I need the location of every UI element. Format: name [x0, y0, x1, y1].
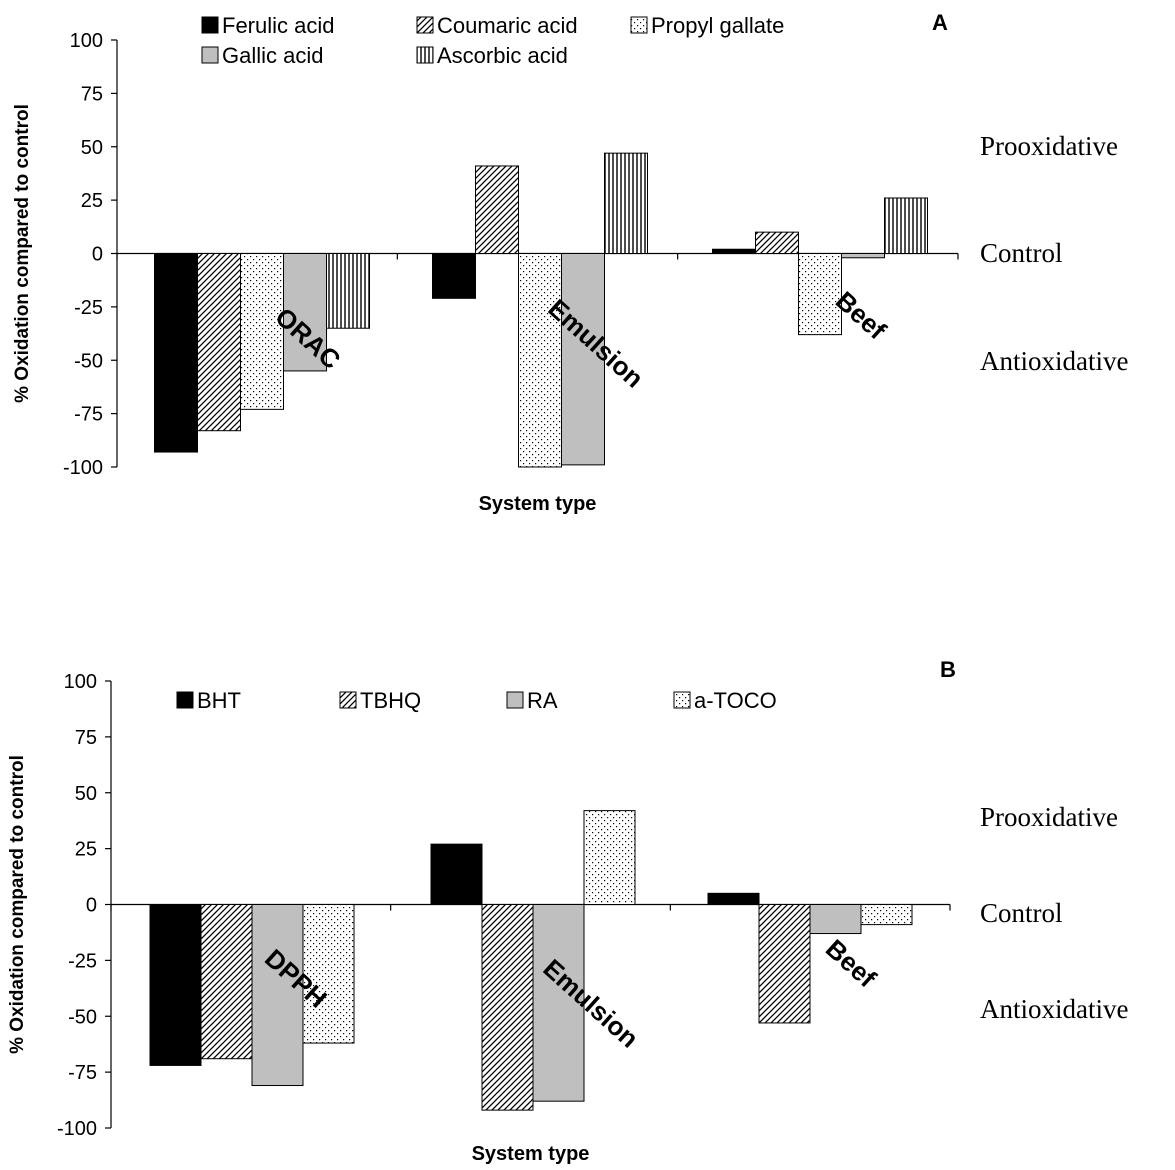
- panel-label: B: [940, 657, 956, 682]
- bar-coumaric-acid-orac: [197, 253, 241, 432]
- y-tick-label: -75: [74, 404, 103, 426]
- bar-gallic-acid-emulsion: [561, 253, 605, 466]
- bar-coumaric-acid-emulsion: [475, 165, 519, 254]
- legend-label: BHT: [197, 688, 241, 713]
- y-tick-label: 75: [75, 727, 97, 749]
- bar-tbhq-emulsion: [481, 904, 534, 1111]
- bar-ferulic-acid-orac: [154, 253, 198, 453]
- y-tick-label: 100: [70, 30, 103, 52]
- bar-a-toco-beef: [860, 904, 913, 926]
- annotation-antioxidative: Antioxidative: [980, 994, 1128, 1024]
- legend-label: RA: [527, 688, 558, 713]
- bar-ra-dpph: [251, 904, 304, 1087]
- bar-tbhq-beef: [758, 904, 811, 1024]
- legend-swatch: [339, 691, 357, 709]
- y-tick-label: -75: [68, 1062, 97, 1084]
- legend-swatch: [416, 16, 434, 34]
- legend-swatch: [416, 46, 434, 64]
- annotation-prooxidative: Prooxidative: [980, 802, 1118, 832]
- legend-swatch: [630, 16, 648, 34]
- annotation-antioxidative: Antioxidative: [980, 346, 1128, 376]
- bar-bht-dpph: [149, 904, 202, 1066]
- bar-tbhq-dpph: [200, 904, 253, 1060]
- legend-label: Coumaric acid: [437, 13, 578, 38]
- bar-propyl-gallate-orac: [240, 253, 284, 410]
- bar-propyl-gallate-emulsion: [518, 253, 562, 468]
- y-tick-label: -100: [57, 1118, 97, 1140]
- legend-label: Gallic acid: [222, 43, 323, 68]
- bar-a-toco-dpph: [302, 904, 355, 1044]
- bar-ra-emulsion: [532, 904, 585, 1102]
- legend-swatch: [201, 46, 219, 64]
- legend-label: Ferulic acid: [222, 13, 334, 38]
- legend-swatch: [673, 691, 691, 709]
- bar-coumaric-acid-beef: [755, 231, 799, 254]
- annotation-prooxidative: Prooxidative: [980, 131, 1118, 161]
- annotation-control: Control: [980, 898, 1063, 928]
- bar-bht-beef: [707, 892, 760, 906]
- bar-ascorbic-acid-emulsion: [604, 152, 648, 254]
- bar-bht-emulsion: [430, 843, 483, 906]
- legend-label: TBHQ: [360, 688, 421, 713]
- panel-label: A: [932, 10, 948, 35]
- y-tick-label: -50: [74, 350, 103, 372]
- bar-ferulic-acid-beef: [712, 248, 756, 254]
- y-tick-label: 50: [75, 783, 97, 805]
- bar-ra-beef: [809, 904, 862, 935]
- bar-ascorbic-acid-orac: [326, 253, 370, 329]
- bar-gallic-acid-orac: [283, 253, 327, 372]
- category-label: Beef: [820, 933, 882, 993]
- y-axis-title: % Oxidation compared to control: [7, 755, 28, 1054]
- legend-label: Propyl gallate: [651, 13, 784, 38]
- bar-gallic-acid-beef: [841, 253, 885, 259]
- legend-label: Ascorbic acid: [437, 43, 568, 68]
- y-tick-label: 75: [81, 83, 103, 105]
- annotation-control: Control: [980, 238, 1063, 268]
- x-axis-title: System type: [472, 1143, 590, 1165]
- y-axis-title: % Oxidation compared to control: [12, 104, 33, 403]
- y-tick-label: -100: [63, 457, 103, 479]
- bar-ascorbic-acid-beef: [884, 197, 928, 255]
- y-tick-label: 100: [64, 671, 97, 693]
- legend-swatch: [176, 691, 194, 709]
- y-tick-label: -25: [68, 950, 97, 972]
- y-tick-label: 0: [92, 244, 103, 266]
- y-tick-label: 25: [75, 839, 97, 861]
- y-tick-label: 50: [81, 137, 103, 159]
- x-axis-title: System type: [479, 493, 597, 515]
- y-tick-label: -25: [74, 297, 103, 319]
- bar-ferulic-acid-emulsion: [432, 253, 476, 299]
- legend-label: a-TOCO: [694, 688, 777, 713]
- y-tick-label: 0: [86, 895, 97, 917]
- bar-propyl-gallate-beef: [798, 253, 842, 336]
- y-tick-label: 25: [81, 190, 103, 212]
- bar-a-toco-emulsion: [583, 810, 636, 906]
- legend-swatch: [201, 16, 219, 34]
- y-tick-label: -50: [68, 1006, 97, 1028]
- legend-swatch: [506, 691, 524, 709]
